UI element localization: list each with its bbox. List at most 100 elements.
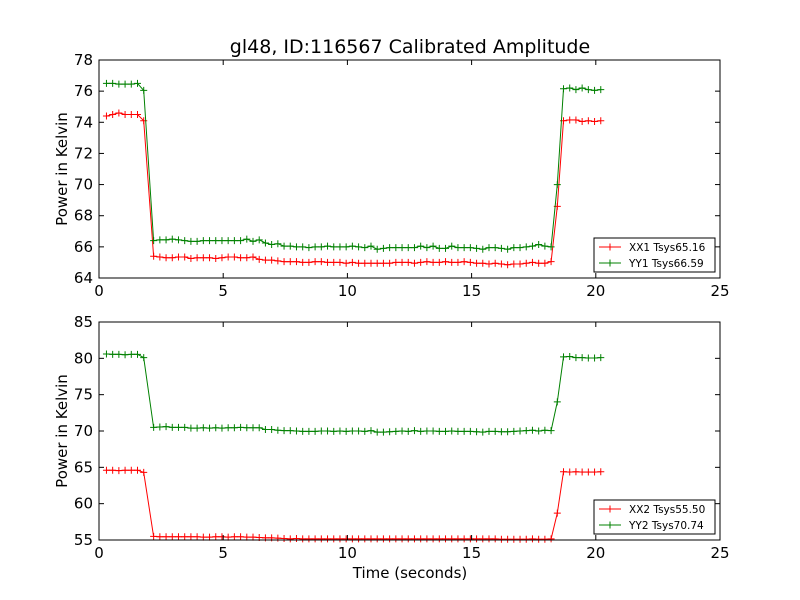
data-point	[162, 236, 170, 244]
data-point	[317, 535, 325, 543]
y-tick-label: 78	[74, 51, 93, 69]
legend: XX1 Tsys65.16 YY1 Tsys66.59	[593, 237, 716, 273]
data-point	[140, 468, 148, 476]
data-point	[134, 111, 142, 118]
data-point	[174, 236, 182, 244]
data-point	[212, 255, 220, 263]
data-point	[435, 258, 443, 266]
data-point	[311, 258, 319, 266]
data-point	[115, 109, 123, 117]
data-point	[212, 237, 220, 245]
data-point	[206, 237, 214, 245]
data-point	[324, 258, 332, 266]
data-point	[193, 533, 201, 541]
data-point	[497, 244, 505, 252]
data-point	[429, 258, 437, 266]
x-tick-label: 15	[462, 282, 481, 300]
data-point	[361, 535, 369, 543]
data-point	[566, 116, 574, 124]
data-point	[336, 243, 344, 251]
y-tick-label: 74	[74, 113, 93, 131]
data-point	[109, 466, 117, 474]
data-point	[115, 350, 123, 358]
data-point	[560, 353, 568, 361]
data-point	[497, 260, 505, 268]
legend-label: XX2 Tsys55.50	[629, 504, 705, 516]
data-point	[516, 535, 524, 543]
data-point	[504, 245, 512, 253]
x-tick-label: 10	[338, 544, 357, 562]
data-point	[522, 427, 530, 435]
data-point	[367, 259, 375, 267]
data-point	[535, 535, 543, 543]
data-point	[140, 354, 148, 362]
data-point	[218, 533, 226, 541]
data-point	[442, 258, 450, 266]
data-point	[479, 259, 487, 267]
data-point	[591, 354, 599, 362]
data-point	[460, 535, 468, 543]
data-point	[150, 237, 158, 245]
data-point	[473, 259, 481, 267]
bottom-plot: 0 5 10 15 20 25 55 60 65 70 75 80 85 Power in Kelvin X…	[53, 313, 730, 562]
data-point	[342, 259, 350, 267]
data-point	[597, 117, 605, 125]
data-point	[423, 258, 431, 266]
data-point	[572, 468, 580, 476]
data-point	[140, 86, 148, 94]
data-point	[174, 423, 182, 431]
data-point	[268, 256, 276, 264]
x-tick-label: 0	[94, 544, 104, 562]
data-point	[174, 253, 182, 261]
data-point	[156, 253, 164, 261]
data-point	[423, 427, 431, 435]
data-point	[342, 243, 350, 251]
data-point	[522, 259, 530, 267]
data-point	[355, 427, 363, 435]
legend-entry: YY2 Tsys70.74	[599, 520, 704, 532]
data-point	[224, 237, 232, 245]
data-point	[243, 424, 251, 432]
data-point	[280, 535, 288, 543]
data-point	[286, 427, 294, 435]
data-point	[249, 533, 257, 541]
data-point	[268, 426, 276, 434]
data-point	[121, 111, 129, 118]
data-point	[127, 350, 135, 358]
data-point	[485, 427, 493, 435]
data-point	[553, 181, 561, 189]
data-point	[473, 535, 481, 543]
data-point	[199, 237, 207, 245]
legend-box	[593, 499, 716, 535]
data-point	[386, 428, 394, 436]
data-point	[454, 258, 462, 266]
x-tick-label: 5	[218, 282, 228, 300]
y-axis-label: Power in Kelvin	[53, 112, 71, 226]
data-point	[560, 468, 568, 476]
data-point	[485, 244, 493, 252]
data-point	[398, 427, 406, 435]
data-point	[224, 533, 232, 541]
data-point	[410, 259, 418, 267]
data-point	[261, 239, 269, 247]
data-point	[528, 535, 536, 543]
data-point	[230, 237, 238, 245]
data-point	[305, 244, 313, 252]
data-point	[504, 261, 512, 269]
data-point	[572, 86, 580, 94]
data-point	[491, 535, 499, 543]
data-point	[162, 254, 170, 262]
data-point	[109, 79, 117, 87]
data-point	[109, 350, 117, 358]
data-point	[410, 244, 418, 252]
data-point	[485, 260, 493, 268]
data-point	[566, 353, 574, 361]
data-point	[392, 244, 400, 252]
data-point	[187, 237, 195, 245]
data-point	[299, 535, 307, 543]
data-point	[410, 427, 418, 435]
legend-entry: YY1 Tsys66.59	[599, 258, 704, 270]
data-point	[435, 244, 443, 252]
data-point	[249, 253, 257, 261]
data-point	[168, 533, 176, 541]
